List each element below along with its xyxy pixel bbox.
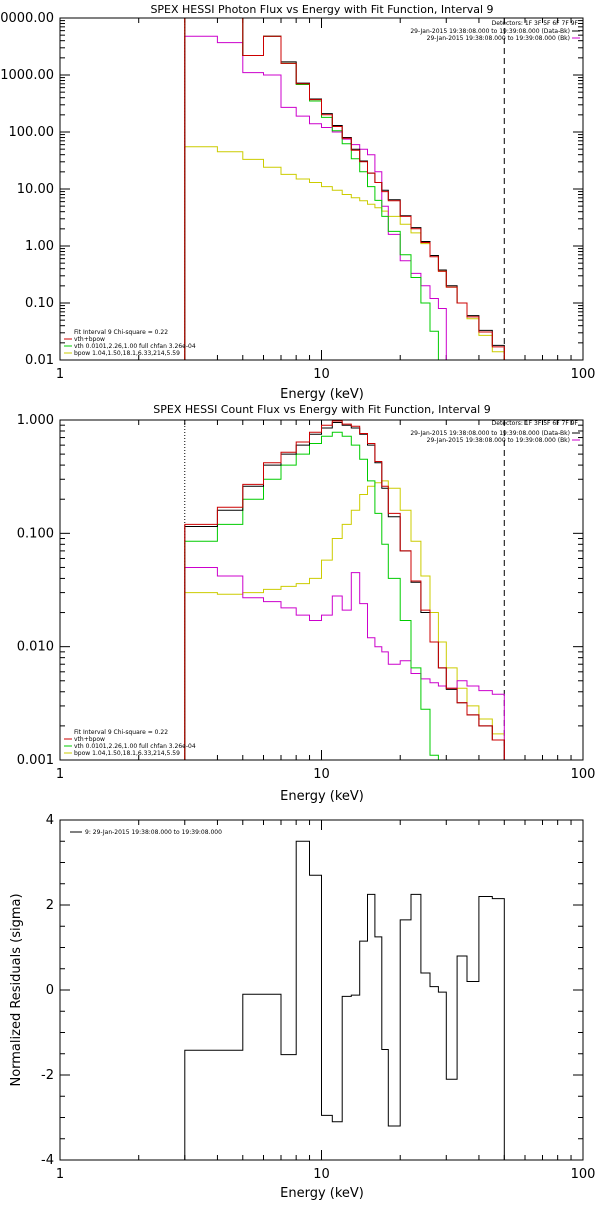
x-tick-label: 1 [56,1167,64,1182]
legend-label: 9: 29-Jan-2015 19:38:08.000 to 19:39:08.… [85,829,222,836]
y-tick-label: 10000.00 [0,11,54,26]
fit-legend-label: vth 0.0101,2.26,1.00 full chfan 3.26e-04 [74,743,196,750]
y-tick-label: 10.00 [17,182,54,197]
residuals-x-label: Energy (keV) [280,1186,364,1200]
y-tick-label: 1.000 [17,413,54,428]
y-tick-label: 4 [46,813,54,828]
series-total-line [184,422,505,760]
y-tick-label: -2 [41,1068,54,1083]
fit-legend-label: bpow 1.04,1.50,18.1,6.33,214,5.59 [74,750,180,757]
series-group [184,420,505,760]
y-tick-label: 0.10 [25,296,54,311]
count-x-label: Energy (keV) [280,789,364,804]
count-flux-panel: SPEX HESSI Count Flux vs Energy with Fit… [17,403,596,804]
y-tick-label: 0.001 [17,753,54,768]
x-tick-label: 100 [571,767,596,782]
residuals-panel: Energy (keV) Normalized Residuals (sigma… [9,813,596,1201]
y-tick-label: 1.00 [25,239,54,254]
y-tick-label: 100.00 [9,125,55,140]
y-tick-label: 2 [46,898,54,913]
series-total-line [184,18,505,360]
series-group [184,840,505,1160]
plot-frame [59,17,584,361]
y-tick-label: 0 [46,983,54,998]
photon-flux-panel: SPEX HESSI Photon Flux vs Energy with Fi… [0,3,595,402]
photon-detectors-text: Detectors: 1F 3F 5F 6F 7F 9F [492,20,579,27]
photon-x-label: Energy (keV) [280,387,364,402]
series-bk-line [184,567,505,760]
fit-legend-label: Fit Interval 9 Chi-square = 0.22 [74,329,168,336]
x-tick-label: 100 [571,367,596,382]
fit-legend-label: Fit Interval 9 Chi-square = 0.22 [74,729,168,736]
y-tick-label: -4 [41,1153,54,1168]
fit-legend-label: vth+bpow [74,336,105,343]
x-tick-label: 1 [56,367,64,382]
series-vth-line [184,431,439,760]
series-bpow-line [184,480,505,760]
count-detectors-text: Detectors: 1F 3F 5F 6F 7F 9F [492,420,579,427]
fit-legend-label: vth+bpow [74,736,105,743]
y-tick-label: 1000.00 [0,68,54,83]
legend-label: 29-Jan-2015 19:38:08.000 to 19:39:08.000… [427,35,570,42]
x-tick-label: 10 [313,767,330,782]
series-bpow-line [184,146,505,360]
fit-legend-label: bpow 1.04,1.50,18.1,6.33,214,5.59 [74,350,180,357]
x-tick-label: 1 [56,767,64,782]
series-bk-line [184,35,447,360]
plot-frame [59,819,584,1161]
legend-label: 29-Jan-2015 19:38:08.000 to 19:39:08.000… [410,430,570,437]
photon-panel-title: SPEX HESSI Photon Flux vs Energy with Fi… [150,3,493,16]
count-panel-title: SPEX HESSI Count Flux vs Energy with Fit… [153,403,490,416]
y-tick-label: 0.01 [25,353,54,368]
legend-label: 29-Jan-2015 19:38:08.000 to 19:39:08.000… [410,28,570,35]
series-total-line [184,840,505,1160]
x-tick-label: 100 [571,1167,596,1182]
residuals-y-label: Normalized Residuals (sigma) [9,893,24,1086]
series-group [184,18,505,360]
series-sum-line [184,420,505,760]
series-vth-line [184,18,439,360]
fit-legend-label: vth 0.0101,2.26,1.00 full chfan 3.26e-04 [74,343,196,350]
series-sum-line [184,18,505,360]
x-tick-label: 10 [313,1167,330,1182]
x-tick-label: 10 [313,367,330,382]
y-tick-label: 0.100 [17,526,54,541]
plot-frame [59,419,584,761]
legend-label: 29-Jan-2015 19:38:08.000 to 19:39:08.000… [427,437,570,444]
y-tick-label: 0.010 [17,640,54,655]
